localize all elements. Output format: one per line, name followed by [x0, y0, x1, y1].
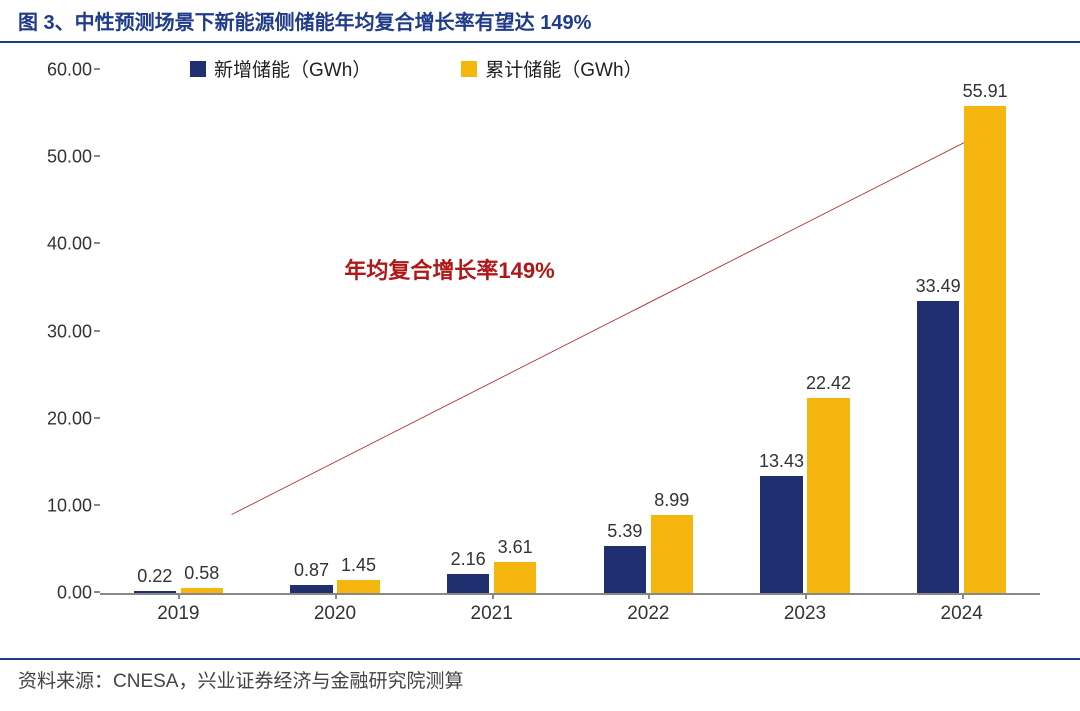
bar	[964, 106, 1006, 593]
bar-value-label: 33.49	[916, 276, 961, 297]
x-tick-mark	[492, 593, 494, 599]
bar	[447, 574, 489, 593]
x-group: 20200.871.45	[257, 70, 414, 593]
x-tick-mark	[962, 593, 964, 599]
bar	[760, 476, 802, 593]
x-tick-label: 2021	[413, 603, 570, 625]
bar-value-label: 22.42	[806, 373, 851, 394]
x-group: 202313.4322.42	[727, 70, 884, 593]
bar-value-label: 1.45	[341, 555, 376, 576]
source-line: 资料来源：CNESA，兴业证券经济与金融研究院测算	[0, 658, 1080, 693]
figure-title: 图 3、中性预测场景下新能源侧储能年均复合增长率有望达 149%	[0, 0, 1080, 43]
x-tick-mark	[648, 593, 650, 599]
bar-value-label: 13.43	[759, 451, 804, 472]
plot-region: 年均复合增长率149% 0.0010.0020.0030.0040.0050.0…	[100, 70, 1040, 595]
bar	[337, 580, 379, 593]
x-group: 20212.163.61	[413, 70, 570, 593]
x-group: 20190.220.58	[100, 70, 257, 593]
x-tick-label: 2022	[570, 603, 727, 625]
y-tick-label: 40.00	[30, 234, 92, 255]
y-tick-label: 30.00	[30, 321, 92, 342]
bar	[651, 515, 693, 593]
bar	[134, 591, 176, 593]
bar	[807, 398, 849, 593]
y-tick-label: 10.00	[30, 495, 92, 516]
x-tick-mark	[178, 593, 180, 599]
x-tick-mark	[805, 593, 807, 599]
x-tick-mark	[335, 593, 337, 599]
x-group: 20225.398.99	[570, 70, 727, 593]
bar-value-label: 3.61	[498, 537, 533, 558]
y-tick-label: 0.00	[30, 583, 92, 604]
x-tick-label: 2023	[727, 603, 884, 625]
bar-value-label: 2.16	[451, 549, 486, 570]
bar	[604, 546, 646, 593]
x-tick-label: 2024	[883, 603, 1040, 625]
y-tick-label: 60.00	[30, 60, 92, 81]
bar-value-label: 5.39	[607, 521, 642, 542]
bar	[290, 585, 332, 593]
bar	[181, 588, 223, 593]
x-tick-label: 2019	[100, 603, 257, 625]
bar	[917, 301, 959, 593]
bar-value-label: 55.91	[963, 81, 1008, 102]
bar	[494, 562, 536, 593]
bar-value-label: 8.99	[654, 490, 689, 511]
y-tick-label: 50.00	[30, 147, 92, 168]
bar-value-label: 0.22	[137, 566, 172, 587]
bar-value-label: 0.87	[294, 560, 329, 581]
chart-area: 新增储能（GWh） 累计储能（GWh） 年均复合增长率149% 0.0010.0…	[30, 55, 1050, 645]
x-tick-label: 2020	[257, 603, 414, 625]
x-group: 202433.4955.91	[883, 70, 1040, 593]
bar-value-label: 0.58	[184, 563, 219, 584]
y-tick-label: 20.00	[30, 408, 92, 429]
